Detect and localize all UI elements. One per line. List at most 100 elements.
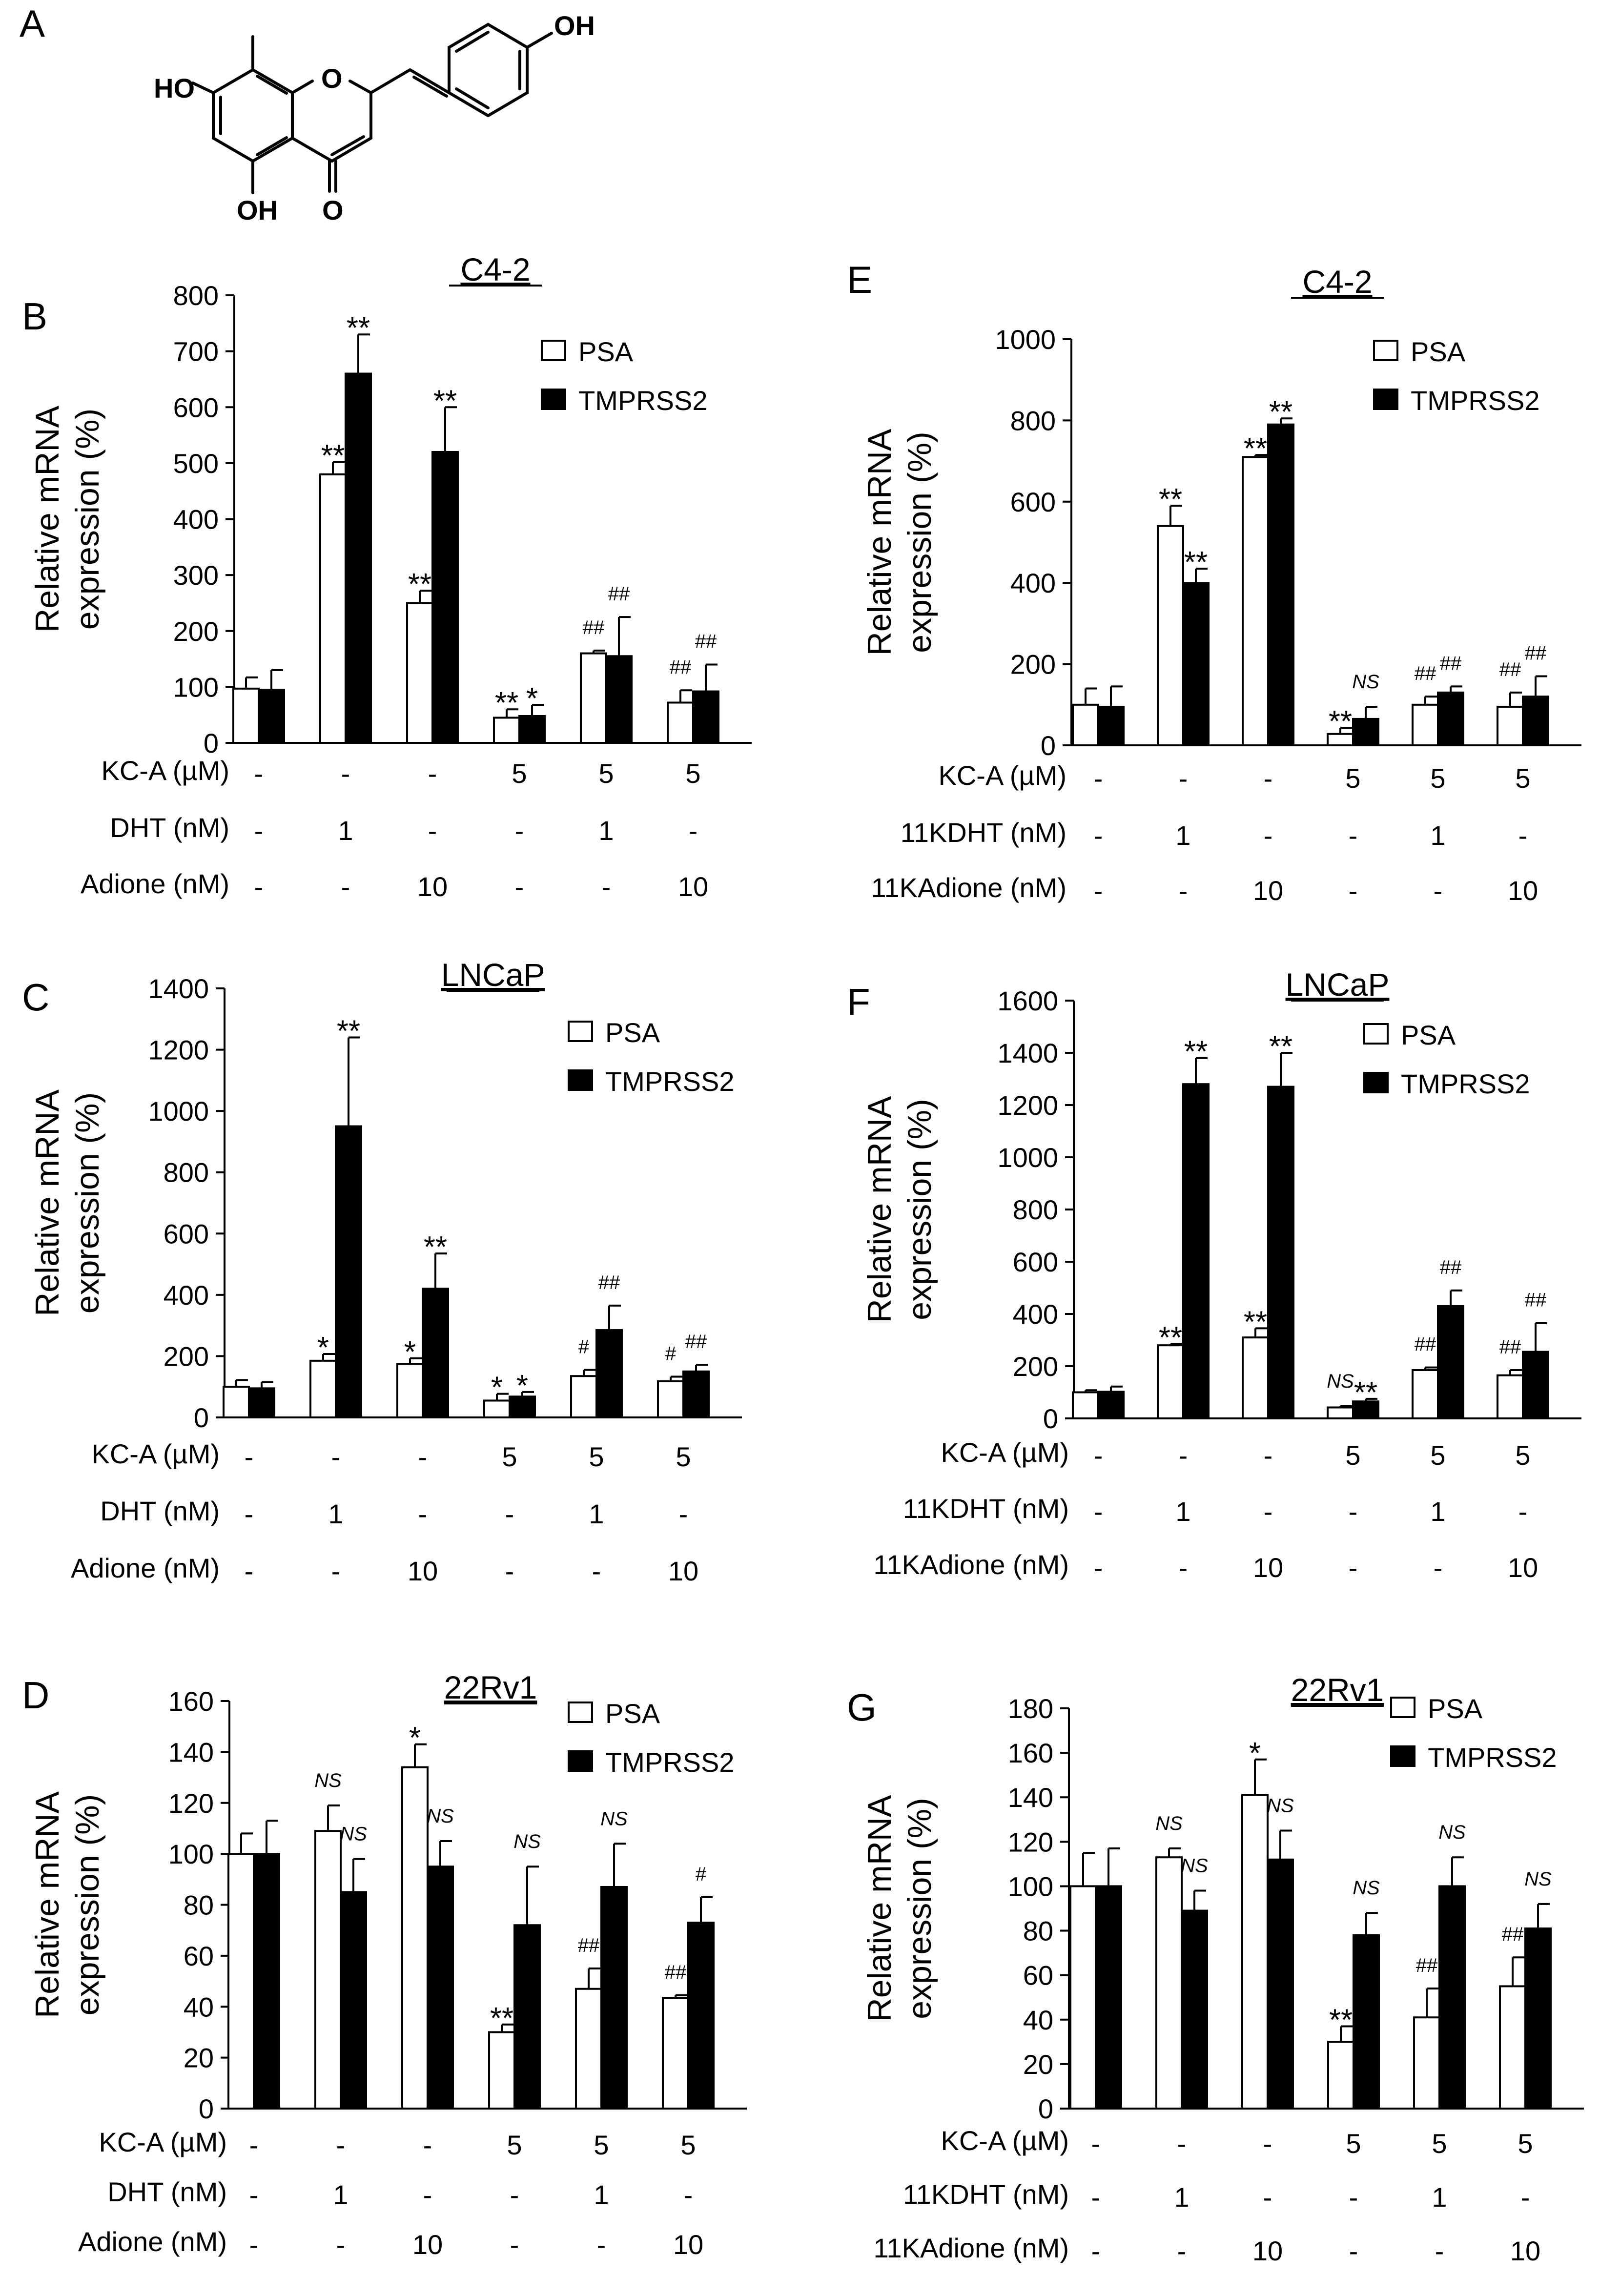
- legend-label: TMPRSS2: [605, 1066, 735, 1097]
- condition-value: -: [418, 1441, 428, 1472]
- y-tick-label: 200: [173, 616, 219, 647]
- condition-value: -: [1094, 875, 1103, 906]
- significance-mark: NS: [1327, 1371, 1354, 1392]
- condition-value: -: [1094, 1552, 1103, 1583]
- bar-tmprss2: [1353, 1934, 1380, 2110]
- chemical-labels: HO OH O O OH: [154, 10, 595, 226]
- bar-psa: [1242, 1336, 1269, 1419]
- panel-label: B: [22, 295, 47, 338]
- condition-value: -: [1179, 1552, 1188, 1583]
- bar-tmprss2: [422, 1288, 449, 1419]
- y-axis-label: Relative mRNA: [29, 405, 66, 632]
- condition-value: -: [249, 2229, 259, 2260]
- significance-mark: ##: [670, 656, 692, 678]
- condition-value: 10: [678, 871, 708, 902]
- y-tick-label: 700: [173, 336, 219, 367]
- condition-value: 5: [1432, 2128, 1447, 2159]
- bar-tmprss2: [1524, 1927, 1552, 2110]
- condition-label: 11KAdione (nM): [873, 1549, 1069, 1580]
- bar-psa: [396, 1363, 424, 1418]
- condition-value: 10: [1508, 1552, 1538, 1583]
- y-axis-label: Relative mRNA: [29, 1791, 66, 2018]
- bar-tmprss2: [1352, 718, 1379, 747]
- y-tick-label: 1400: [148, 973, 209, 1004]
- significance-mark: NS: [340, 1824, 367, 1845]
- significance-mark: **: [1244, 432, 1267, 466]
- condition-value: -: [1518, 1496, 1528, 1527]
- condition-value: -: [1434, 875, 1443, 906]
- chart-panel-d: D 22Rv1 0 20 40 60 80 100 120 140 160 Relative mRNA…: [22, 1669, 747, 2260]
- bar-tmprss2: [600, 1886, 628, 2110]
- condition-value: 5: [512, 758, 527, 789]
- condition-value: -: [1179, 1440, 1188, 1471]
- bar-psa: [1499, 1985, 1526, 2110]
- significance-mark: ##: [685, 1331, 707, 1353]
- y-tick-label: 300: [173, 560, 219, 591]
- bar-psa: [319, 473, 347, 744]
- condition-value: 5: [594, 2130, 609, 2160]
- significance-mark: #: [696, 1864, 707, 1885]
- panel-label: C: [22, 976, 49, 1019]
- bar-psa: [667, 701, 694, 744]
- condition-value: -: [689, 815, 698, 846]
- significance-mark: *: [516, 1369, 528, 1403]
- bar-tmprss2: [1522, 1351, 1549, 1419]
- y-tick-label: 600: [1010, 487, 1056, 517]
- bar-tmprss2: [1267, 1858, 1294, 2110]
- significance-mark: **: [1159, 1321, 1182, 1355]
- y-tick-label: 160: [168, 1686, 214, 1717]
- legend-swatch: [568, 1021, 593, 1042]
- significance-mark: ##: [1525, 1290, 1547, 1311]
- bar-psa: [1242, 456, 1269, 746]
- y-tick-label: 600: [1013, 1247, 1058, 1277]
- y-tick-label: 1000: [995, 324, 1056, 355]
- bar-tmprss2: [1438, 1885, 1466, 2110]
- condition-value: 1: [338, 815, 353, 846]
- condition-value: -: [341, 758, 350, 789]
- condition-value: -: [254, 871, 264, 902]
- y-tick-label: 1400: [997, 1038, 1058, 1068]
- significance-mark: *: [317, 1331, 329, 1365]
- condition-label: KC-A (µM): [939, 760, 1067, 791]
- bar-tmprss2: [340, 1891, 367, 2110]
- bar-psa: [314, 1830, 342, 2110]
- legend-swatch: [1363, 1072, 1389, 1093]
- significance-mark: **: [1184, 546, 1208, 579]
- condition-value: -: [602, 871, 611, 902]
- legend-label: PSA: [1411, 336, 1466, 367]
- condition-value: -: [1263, 2182, 1272, 2213]
- condition-value: 5: [1430, 763, 1445, 794]
- condition-value: -: [1263, 2128, 1272, 2159]
- bar-tmprss2: [692, 690, 719, 744]
- y-tick-label: 40: [1023, 2005, 1053, 2035]
- bar-psa: [223, 1386, 250, 1419]
- condition-value: -: [249, 2130, 259, 2160]
- legend-swatch: [1363, 1023, 1389, 1045]
- significance-mark: ##: [1416, 1955, 1438, 1976]
- significance-mark: **: [495, 686, 518, 720]
- condition-value: -: [1091, 2235, 1101, 2266]
- y-tick-label: 80: [1023, 1916, 1053, 1947]
- significance-mark: ##: [1499, 659, 1521, 680]
- bar-tmprss2: [1181, 1909, 1208, 2110]
- panel-label: E: [847, 258, 872, 301]
- y-tick-label: 800: [1013, 1194, 1058, 1225]
- y-axis-label: expression (%): [901, 1798, 938, 2019]
- significance-mark: ##: [1440, 653, 1462, 674]
- y-tick-label: 100: [168, 1839, 214, 1869]
- significance-mark: NS: [1155, 1813, 1183, 1834]
- significance-mark: *: [491, 1371, 503, 1405]
- bar-psa: [1497, 705, 1524, 746]
- y-axis-label: Relative mRNA: [861, 1795, 898, 2022]
- y-tick-label: 0: [1043, 1403, 1058, 1434]
- condition-value: -: [428, 815, 437, 846]
- significance-mark: ##: [695, 631, 717, 653]
- legend-swatch: [568, 1750, 593, 1772]
- significance-mark: *: [404, 1335, 416, 1369]
- condition-value: 5: [680, 2130, 696, 2160]
- panel-label: D: [22, 1674, 49, 1717]
- condition-value: -: [1518, 820, 1528, 851]
- bar-tmprss2: [1182, 582, 1210, 746]
- condition-label: DHT (nM): [107, 2176, 227, 2207]
- bar-tmprss2: [345, 372, 372, 744]
